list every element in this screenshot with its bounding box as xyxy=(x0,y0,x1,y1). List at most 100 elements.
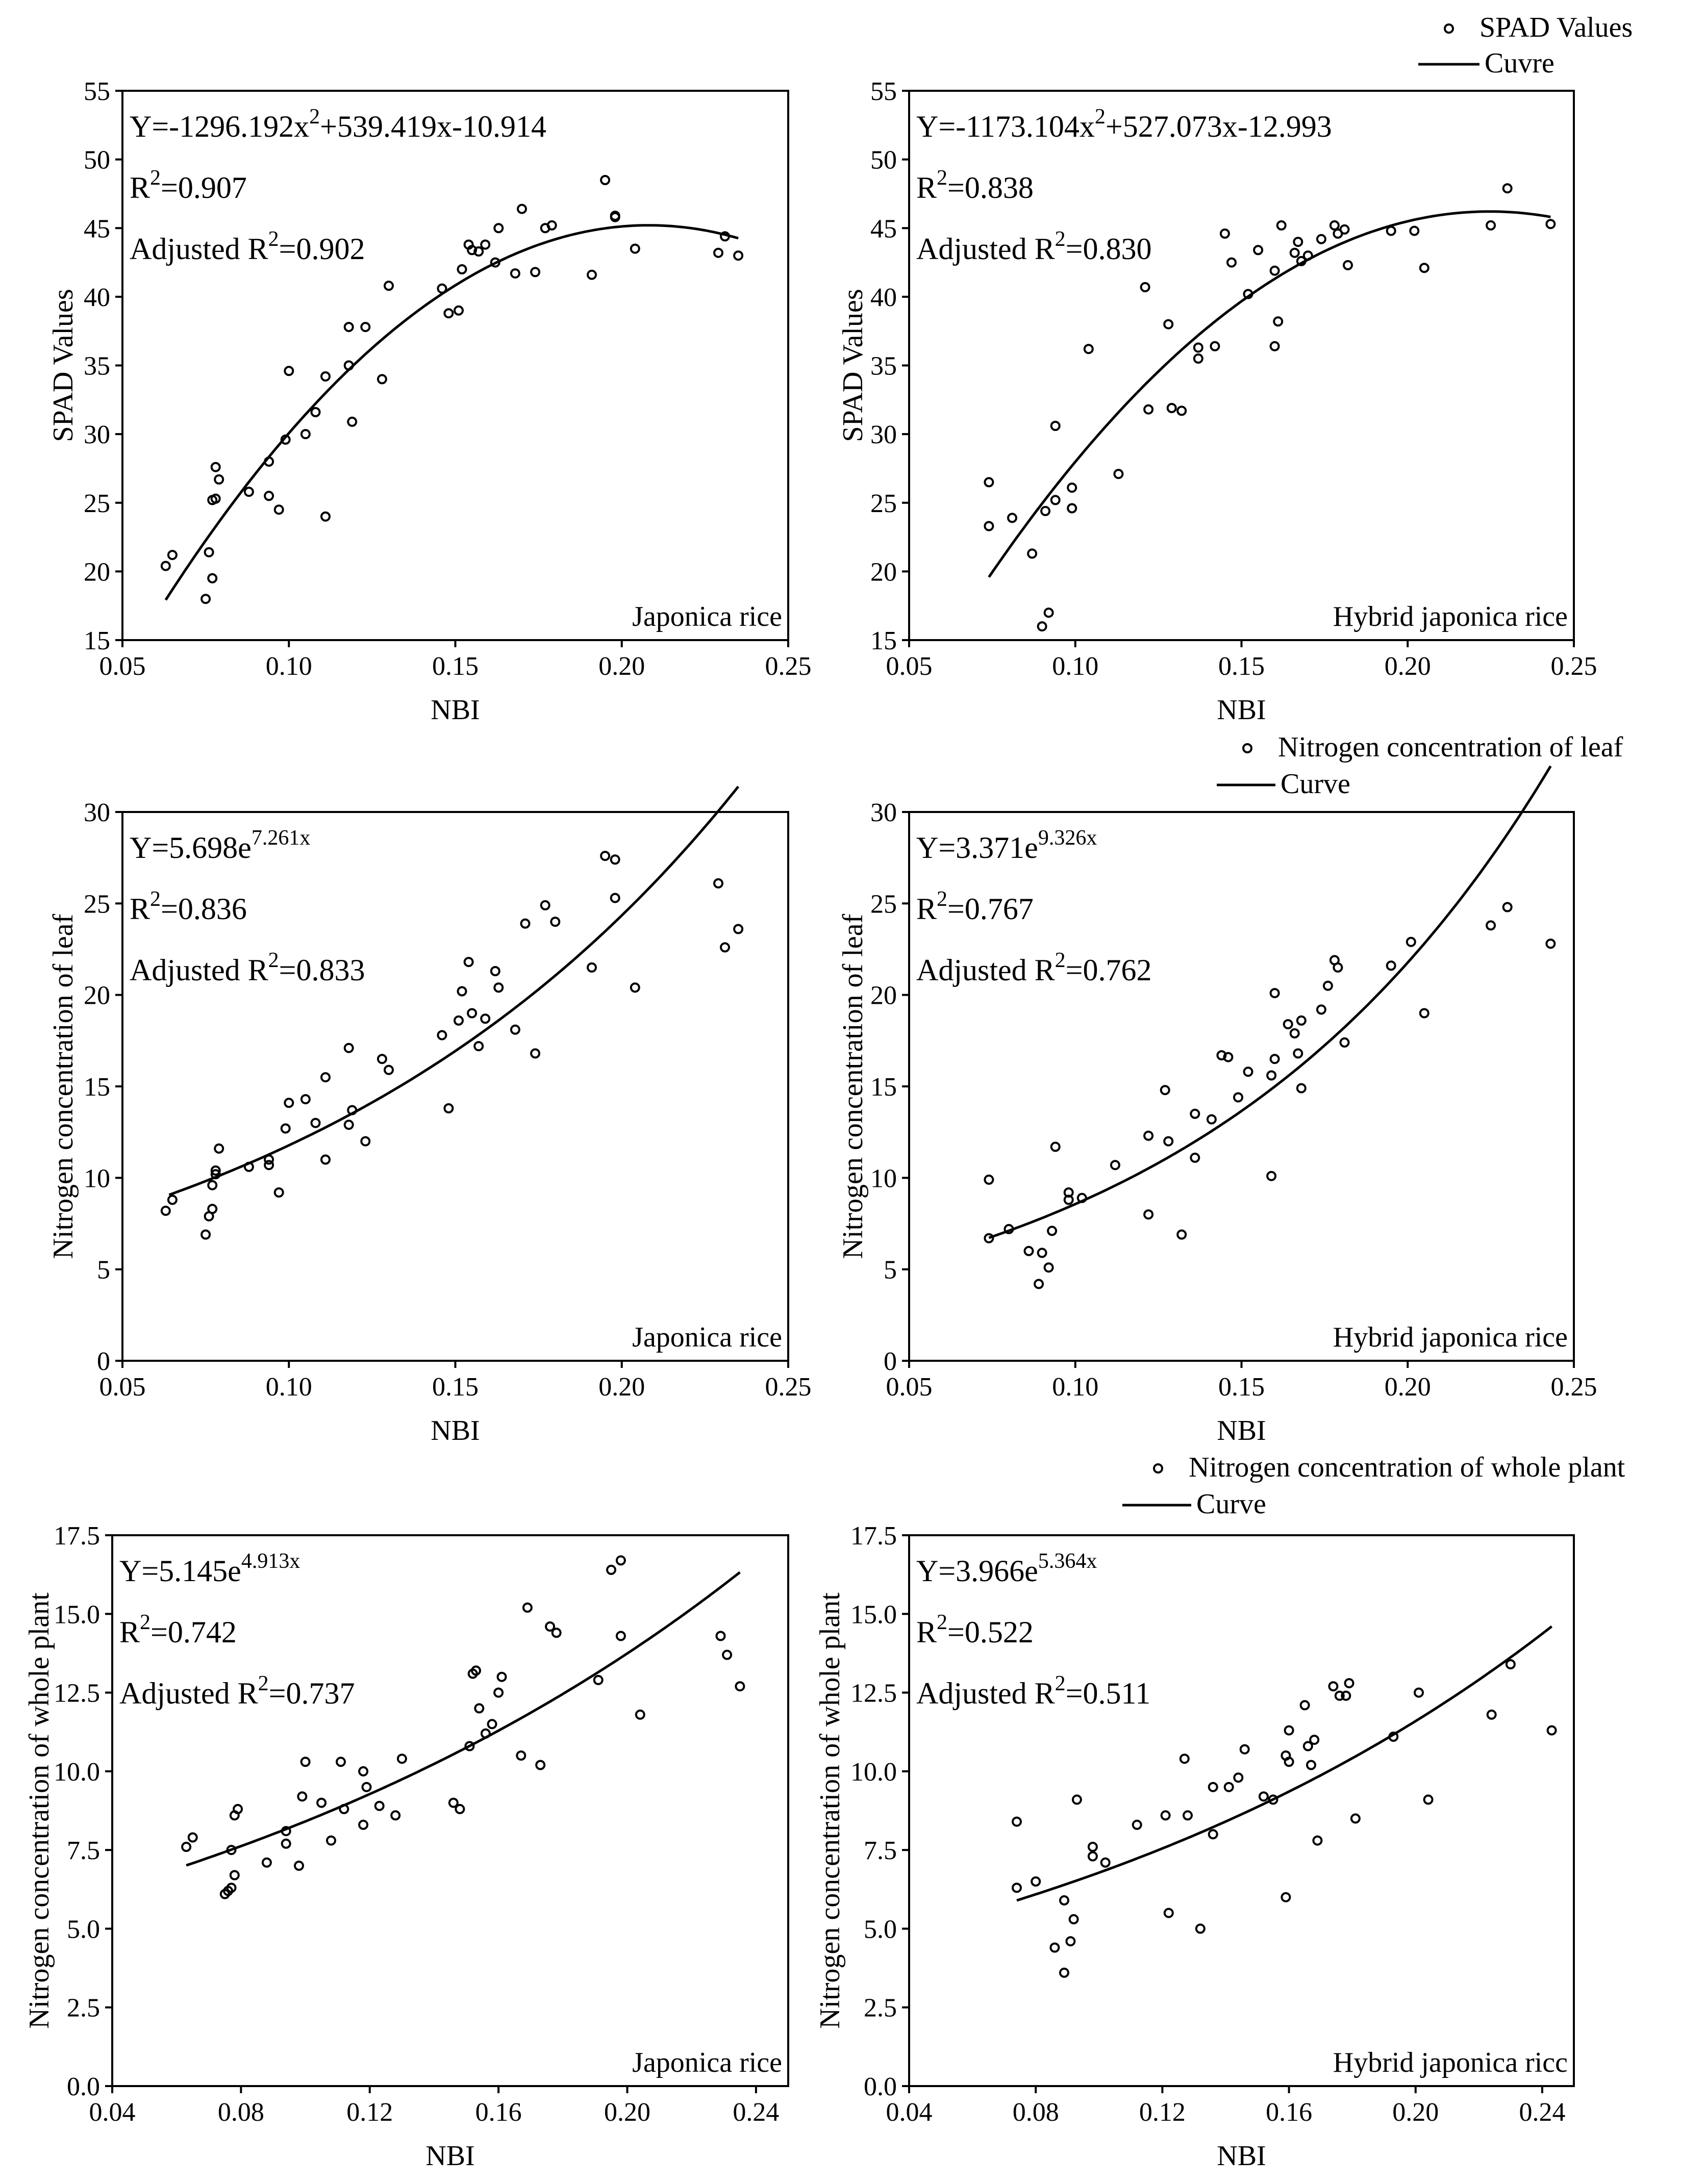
data-point xyxy=(1023,1246,1034,1256)
x-axis-title: NBI xyxy=(1217,2140,1266,2172)
data-point xyxy=(1296,1015,1307,1026)
x-tick-label: 0.15 xyxy=(1218,1373,1265,1402)
data-point xyxy=(1031,1876,1041,1887)
data-point xyxy=(1419,263,1429,273)
y-tick-label: 0 xyxy=(884,1347,897,1376)
data-point xyxy=(1419,1008,1429,1019)
y-tick-label: 30 xyxy=(870,798,897,827)
data-point xyxy=(1545,938,1556,949)
data-point xyxy=(1037,621,1047,632)
data-point xyxy=(610,211,620,221)
y-tick-label: 35 xyxy=(870,352,897,381)
data-point xyxy=(343,1043,354,1053)
x-tick-label: 0.25 xyxy=(765,652,812,681)
data-point xyxy=(1050,1141,1061,1152)
data-point xyxy=(1328,1681,1339,1692)
data-point xyxy=(1302,250,1313,261)
data-point xyxy=(1043,1262,1054,1273)
data-point xyxy=(300,429,311,440)
data-point xyxy=(1309,1735,1320,1745)
data-point xyxy=(1219,228,1230,239)
data-point xyxy=(1423,1794,1434,1805)
data-point xyxy=(490,257,500,268)
x-axis-title: NBI xyxy=(425,2140,474,2172)
data-point xyxy=(1243,1066,1253,1077)
data-point xyxy=(1179,1754,1190,1764)
data-point xyxy=(273,504,284,515)
x-tick-label: 0.16 xyxy=(1266,2098,1312,2127)
data-point xyxy=(1037,1248,1047,1258)
data-point xyxy=(600,851,611,861)
data-point xyxy=(264,491,274,501)
y-axis-title: SPAD Values xyxy=(47,289,79,442)
y-tick-label: 30 xyxy=(870,420,897,449)
data-point xyxy=(493,223,504,234)
data-point xyxy=(187,1832,198,1843)
data-point xyxy=(1065,1936,1076,1947)
y-tick-label: 40 xyxy=(870,283,897,312)
x-axis-title: NBI xyxy=(1217,1415,1266,1446)
data-point xyxy=(1208,1829,1218,1840)
fit-curve xyxy=(988,765,1552,1239)
data-point xyxy=(530,267,541,277)
legend-label-curve: Curve xyxy=(1196,1488,1266,1520)
data-point xyxy=(443,1103,454,1113)
y-axis-title: Nitrogen concentration of leaf xyxy=(47,913,79,1259)
data-point xyxy=(261,1857,272,1868)
data-point xyxy=(1190,1108,1200,1119)
data-point xyxy=(264,1160,274,1171)
data-point xyxy=(606,1564,616,1575)
data-point xyxy=(1289,1028,1300,1038)
x-tick-label: 0.05 xyxy=(886,652,933,681)
y-tick-label: 0.0 xyxy=(67,2072,100,2101)
y-tick-label: 30 xyxy=(84,420,110,449)
data-point xyxy=(1163,1136,1174,1147)
data-point xyxy=(207,573,218,583)
data-point xyxy=(1223,1782,1234,1792)
data-point xyxy=(1087,1842,1098,1852)
x-tick-label: 0.20 xyxy=(1385,652,1431,681)
data-point xyxy=(1350,1813,1361,1824)
data-point xyxy=(1409,225,1420,236)
data-point xyxy=(635,1709,645,1720)
data-point xyxy=(546,220,557,231)
equation-label: Y=5.145e4.913x xyxy=(119,1550,300,1588)
y-axis-title: Nitrogen concentration of whole plant xyxy=(23,1592,55,2029)
data-point xyxy=(1233,1772,1244,1783)
data-point xyxy=(1012,1816,1022,1827)
data-point xyxy=(510,1024,520,1035)
data-point xyxy=(735,1681,745,1692)
variety-label: Hybrid japonica rice xyxy=(1333,1322,1568,1353)
data-point xyxy=(1067,503,1077,514)
x-tick-label: 0.10 xyxy=(266,1373,312,1402)
legend: Nitrogen concentration of leaf Curve xyxy=(1217,731,1623,800)
data-point xyxy=(243,487,254,497)
x-tick-label: 0.05 xyxy=(99,652,146,681)
x-tick-label: 0.16 xyxy=(475,2098,522,2127)
y-axis-title: Nitrogen concentration of leaf xyxy=(837,913,869,1259)
data-point xyxy=(361,1782,372,1792)
data-point xyxy=(1143,1209,1154,1220)
data-point xyxy=(294,1861,304,1871)
data-point xyxy=(720,942,730,953)
data-point xyxy=(343,322,354,333)
y-tick-label: 25 xyxy=(84,890,110,919)
r-squared-label: R2=0.838 xyxy=(916,166,1034,205)
r-squared-label: R2=0.767 xyxy=(916,887,1034,926)
x-tick-label: 0.10 xyxy=(1052,1373,1098,1402)
data-point xyxy=(1284,1757,1294,1767)
data-point xyxy=(181,1842,192,1852)
data-point xyxy=(1140,282,1150,292)
adjusted-r-squared-label: Adjusted R2=0.762 xyxy=(916,949,1152,987)
y-tick-label: 20 xyxy=(84,557,110,587)
data-point xyxy=(516,1750,526,1761)
data-point xyxy=(1233,1092,1243,1103)
data-point xyxy=(522,1602,533,1613)
data-point xyxy=(320,1154,331,1165)
y-tick-label: 0 xyxy=(97,1347,110,1376)
x-tick-label: 0.20 xyxy=(598,1373,645,1402)
chart-panel-p4: 0.05 0.10 0.15 0.20 0.25 0 5 10 15 20 25 30 NBI Nitro… xyxy=(837,731,1623,1446)
x-tick-label: 0.05 xyxy=(99,1373,146,1402)
data-point xyxy=(1281,1892,1291,1902)
